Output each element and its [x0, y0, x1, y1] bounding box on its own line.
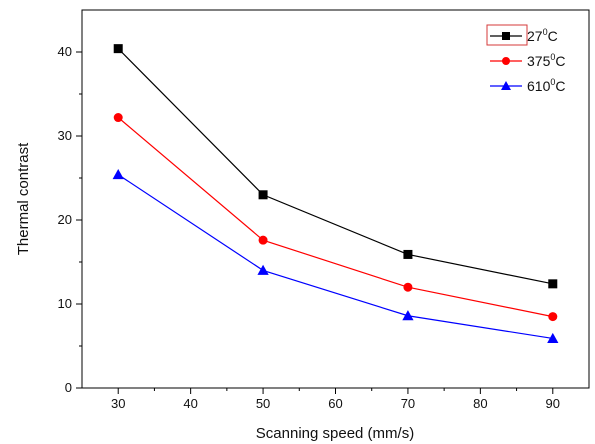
data-point: [402, 310, 414, 321]
y-tick-label: 10: [58, 296, 72, 311]
x-tick-label: 90: [546, 396, 560, 411]
series-line: [117, 48, 553, 285]
x-tick-label: 50: [256, 396, 270, 411]
data-point: [548, 279, 558, 289]
plot-frame: [81, 9, 590, 389]
series-1: [113, 113, 558, 322]
series-layer: [112, 44, 559, 343]
series-line: [117, 174, 553, 340]
data-point: [258, 190, 268, 200]
legend-label: 270C: [527, 27, 558, 44]
plot-area: [81, 9, 590, 389]
legend-selection-box: [486, 24, 528, 46]
y-tick-label: 0: [65, 380, 72, 395]
legend-item: 6100C: [490, 77, 566, 94]
legend-marker: [502, 32, 510, 40]
series-line: [117, 117, 553, 318]
data-point: [403, 282, 413, 292]
data-point: [112, 169, 124, 180]
series-0: [113, 44, 558, 289]
x-axis: 30 40 50 60 70 80 90: [111, 388, 560, 411]
legend-marker: [502, 57, 510, 65]
data-point: [403, 249, 413, 259]
legend-label: 6100C: [527, 77, 566, 94]
data-point: [258, 235, 268, 245]
x-tick-label: 80: [473, 396, 487, 411]
legend-marker: [501, 81, 511, 90]
y-tick-label: 20: [58, 212, 72, 227]
x-tick-label: 60: [328, 396, 342, 411]
x-tick-label: 70: [401, 396, 415, 411]
legend-item: 3750C: [490, 52, 566, 69]
x-tick-label: 40: [183, 396, 197, 411]
y-axis-title: Thermal contrast: [15, 142, 32, 255]
y-tick-label: 40: [58, 44, 72, 59]
data-point: [113, 44, 123, 54]
y-tick-label: 30: [58, 128, 72, 143]
data-point: [548, 312, 558, 322]
data-point: [257, 264, 269, 275]
data-point: [547, 332, 559, 343]
legend-label: 3750C: [527, 52, 566, 69]
y-axis: 0 10 20 30 40: [58, 44, 82, 395]
legend-item: 270C: [490, 27, 558, 44]
data-point: [113, 113, 123, 123]
legend: 270C 3750C 6100C: [486, 24, 566, 94]
x-tick-label: 30: [111, 396, 125, 411]
x-axis-title: Scanning speed (mm/s): [256, 425, 414, 442]
series-2: [112, 169, 559, 343]
